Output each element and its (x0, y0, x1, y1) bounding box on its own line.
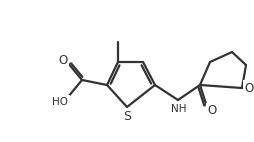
Text: O: O (243, 82, 253, 94)
Text: O: O (207, 105, 216, 117)
Text: O: O (58, 54, 67, 66)
Text: NH: NH (171, 104, 186, 114)
Text: S: S (122, 109, 131, 123)
Text: HO: HO (52, 97, 68, 107)
